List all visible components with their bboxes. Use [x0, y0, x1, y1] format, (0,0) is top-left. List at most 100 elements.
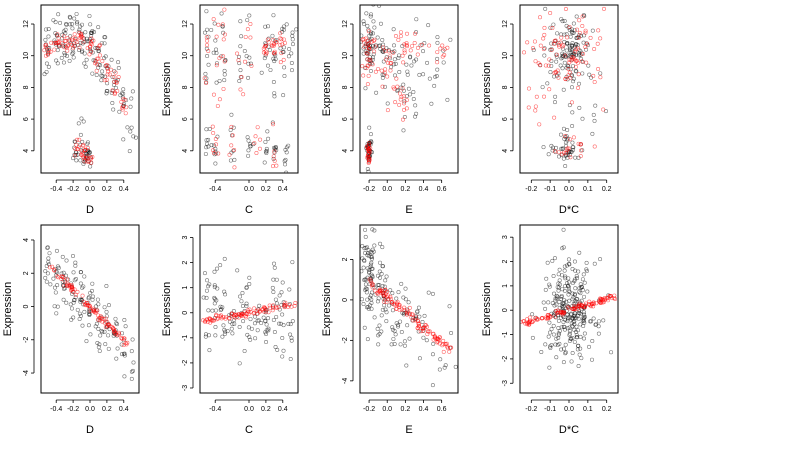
data-point — [78, 270, 83, 275]
data-point — [46, 64, 51, 69]
data-point — [245, 135, 250, 140]
data-point — [405, 310, 410, 315]
data-point — [383, 307, 388, 312]
data-point — [404, 43, 409, 48]
data-point — [44, 279, 49, 284]
data-point — [52, 267, 57, 272]
data-point — [573, 47, 578, 52]
data-point — [552, 149, 557, 154]
data-point — [279, 303, 284, 308]
data-point — [206, 284, 211, 289]
data-point — [572, 314, 577, 319]
series-2 — [47, 264, 130, 347]
data-point — [93, 324, 98, 329]
data-point — [435, 336, 440, 341]
data-point — [399, 94, 404, 99]
data-point — [78, 40, 83, 45]
data-point — [289, 335, 294, 340]
data-point — [371, 43, 376, 48]
data-point — [100, 74, 105, 79]
y-tick-label: 0 — [502, 308, 509, 312]
data-point — [381, 59, 386, 64]
data-point — [271, 156, 276, 161]
data-point — [596, 331, 601, 336]
data-point — [553, 342, 558, 347]
data-point — [101, 317, 106, 322]
x-tick-label: 0.2 — [261, 406, 271, 413]
data-point — [563, 53, 568, 58]
data-point — [591, 316, 596, 321]
data-point — [366, 152, 371, 157]
data-point — [379, 271, 384, 276]
data-point — [129, 369, 134, 374]
data-point — [567, 298, 572, 303]
data-point — [67, 58, 72, 63]
data-point — [213, 38, 218, 43]
data-point — [373, 69, 378, 74]
data-point — [609, 350, 614, 355]
data-point — [72, 32, 77, 37]
data-point — [43, 42, 48, 47]
y-tick-label: 0 — [182, 311, 189, 315]
data-point — [435, 50, 440, 55]
data-point — [247, 275, 252, 280]
data-point — [281, 37, 286, 42]
data-point — [375, 273, 380, 278]
data-point — [43, 27, 48, 32]
data-point — [561, 43, 566, 48]
data-point — [54, 58, 59, 63]
data-point — [401, 94, 406, 99]
data-point — [360, 39, 363, 44]
y-axis-title: Expression — [481, 282, 493, 336]
x-tick-label: 0.0 — [244, 406, 254, 413]
x-tick-label: -0.2 — [525, 186, 537, 193]
data-point — [284, 22, 289, 27]
data-point — [582, 315, 587, 320]
data-point — [84, 156, 89, 161]
y-tick-label: 2 — [23, 271, 30, 275]
data-point — [369, 306, 374, 311]
y-tick-label: 10 — [182, 52, 189, 60]
data-point — [286, 143, 291, 148]
data-point — [245, 27, 250, 32]
data-point — [84, 301, 89, 306]
data-point — [368, 293, 373, 298]
y-tick-label: 1 — [182, 286, 189, 290]
data-point — [388, 288, 393, 293]
x-tick-label: 0.4 — [278, 406, 288, 413]
data-point — [567, 331, 572, 336]
data-point — [221, 37, 226, 42]
y-tick-label: -2 — [342, 337, 349, 343]
data-point — [373, 44, 378, 49]
data-point — [238, 68, 243, 73]
data-point — [402, 50, 407, 55]
data-point — [122, 318, 127, 323]
data-point — [42, 72, 47, 77]
data-point — [85, 148, 90, 153]
data-point — [453, 364, 458, 369]
data-point — [378, 21, 383, 26]
data-point — [561, 227, 566, 232]
data-point — [563, 7, 568, 12]
data-point — [563, 350, 568, 355]
data-point — [213, 325, 218, 330]
data-point — [596, 67, 601, 72]
data-point — [204, 35, 209, 40]
data-point — [70, 51, 75, 56]
data-point — [411, 90, 416, 95]
data-point — [74, 142, 79, 147]
data-point — [73, 35, 78, 40]
y-axis-title: Expression — [321, 62, 333, 116]
data-point — [430, 383, 435, 388]
data-point — [54, 311, 59, 316]
data-point — [554, 145, 559, 150]
data-point — [85, 303, 90, 308]
data-point — [207, 316, 212, 321]
data-point — [360, 33, 364, 38]
data-point — [559, 56, 564, 61]
data-point — [415, 309, 420, 314]
x-tick-label: 0.0 — [564, 186, 574, 193]
data-point — [266, 310, 271, 315]
data-point — [254, 150, 259, 155]
data-point — [370, 62, 375, 67]
